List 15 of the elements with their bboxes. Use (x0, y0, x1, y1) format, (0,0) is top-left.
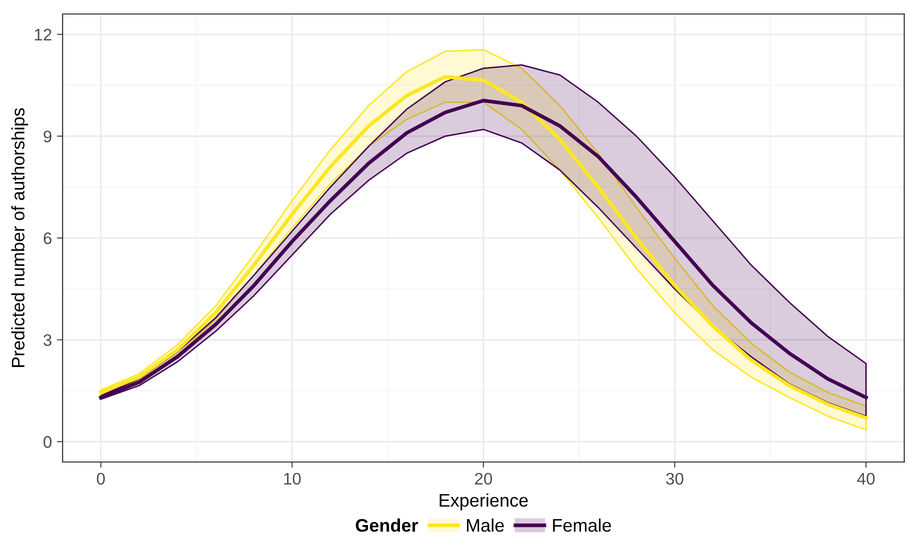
legend-label: Female (553, 518, 611, 532)
x-tick-label: 10 (284, 472, 301, 485)
y-tick-label: 3 (44, 334, 52, 346)
y-axis-title: Predicted number of authorships (11, 108, 28, 367)
x-tick-label: 30 (666, 472, 684, 485)
y-tick-label: 6 (44, 232, 52, 244)
legend-label: Male (466, 518, 504, 532)
x-tick-label: 0 (96, 472, 105, 485)
y-tick-label: 0 (44, 436, 52, 448)
x-axis-title: Experience (440, 494, 528, 510)
y-tick-label: 9 (44, 130, 52, 142)
legend-title: Gender (356, 518, 418, 532)
x-tick-label: 20 (475, 472, 492, 485)
y-tick-label: 12 (34, 28, 52, 40)
x-tick-label: 40 (857, 472, 875, 485)
